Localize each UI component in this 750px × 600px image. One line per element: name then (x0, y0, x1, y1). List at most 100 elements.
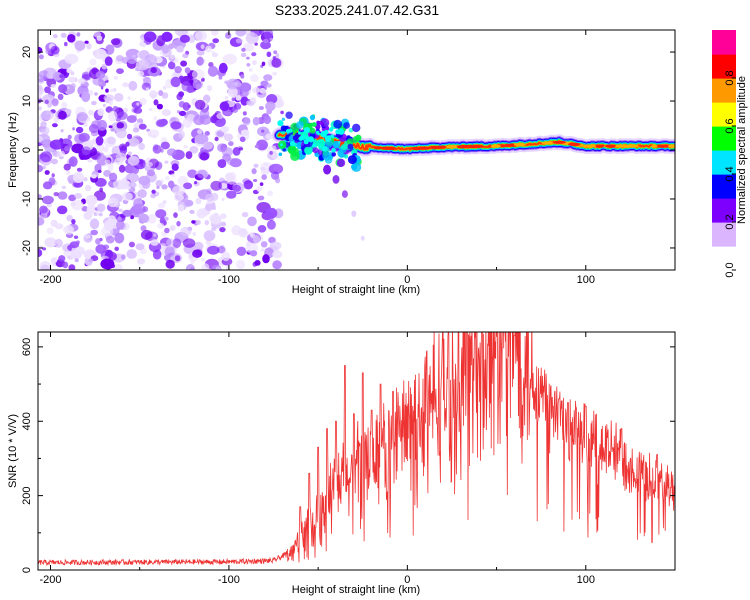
noise-blob (138, 213, 149, 223)
noise-blob (116, 68, 124, 74)
noise-blob (249, 250, 258, 257)
spectrogram-x-tick-label: 0 (404, 274, 410, 286)
colorbar-segment (712, 150, 736, 175)
signal-hotspot (668, 144, 675, 148)
noise-blob (69, 241, 80, 249)
noise-blob (187, 169, 198, 178)
spectrogram-content (38, 30, 675, 270)
noise-blob (260, 248, 265, 252)
noise-blob (73, 172, 84, 183)
noise-blob (178, 91, 185, 97)
snr-x-axis-label: Height of straight line (km) (292, 584, 420, 596)
colorbar-tick-label: 0.8 (724, 70, 736, 85)
noise-blob (246, 56, 250, 60)
noise-blob (180, 226, 192, 237)
noise-blob (265, 133, 274, 140)
noise-blob (113, 263, 123, 270)
noise-blob (81, 146, 91, 156)
noise-blob (103, 244, 110, 250)
noise-blob (83, 250, 90, 256)
noise-blob (100, 86, 104, 90)
noise-blob (241, 212, 249, 218)
noise-blob (40, 264, 50, 270)
noise-blob (57, 93, 64, 101)
noise-blob (263, 30, 274, 40)
colorbar-segment (712, 126, 736, 151)
signal-highlight (277, 120, 284, 127)
noise-blob (183, 145, 188, 149)
noise-blob (217, 246, 226, 254)
noise-blob (204, 220, 210, 226)
noise-blob (104, 159, 111, 165)
noise-blob (248, 68, 253, 72)
noise-blob (241, 47, 246, 52)
noise-blob (161, 184, 168, 190)
signal-blob (348, 127, 354, 133)
noise-blob (38, 54, 44, 60)
noise-blob (216, 112, 224, 120)
noise-blob (260, 241, 268, 248)
noise-blob (234, 103, 242, 110)
snr-frame (37, 331, 676, 571)
noise-blob (42, 181, 53, 190)
noise-blob (88, 124, 99, 134)
noise-blob (52, 71, 63, 81)
noise-blob (262, 254, 270, 264)
noise-blob (161, 31, 173, 42)
noise-blob (63, 163, 71, 171)
signal-hotspot (569, 142, 577, 146)
noise-blob (95, 238, 101, 245)
signal-blob (311, 122, 317, 128)
colorbar-segment (712, 102, 736, 127)
noise-blob (148, 107, 153, 112)
noise-blob (261, 129, 265, 133)
noise-blob (147, 129, 160, 138)
noise-blob (225, 172, 235, 182)
signal-blob (285, 111, 293, 119)
noise-blob (180, 60, 188, 67)
noise-blob (115, 220, 125, 230)
noise-blob (259, 30, 264, 35)
noise-blob (68, 156, 78, 167)
noise-blob (68, 264, 76, 270)
noise-blob (203, 230, 216, 242)
noise-blob (219, 101, 230, 112)
noise-blob (205, 203, 213, 212)
noise-blob (38, 93, 42, 100)
noise-blob (132, 54, 136, 58)
noise-blob (66, 86, 70, 90)
noise-blob (94, 177, 107, 187)
noise-blob (83, 122, 88, 127)
noise-blob (207, 85, 213, 92)
noise-blob (191, 69, 205, 80)
noise-blob (263, 74, 273, 81)
noise-blob (44, 237, 57, 248)
noise-blob (235, 38, 243, 44)
noise-blob (76, 32, 81, 37)
signal-blob (281, 117, 286, 122)
colorbar-segment (712, 198, 736, 223)
noise-blob (220, 183, 228, 189)
noise-blob (53, 116, 59, 123)
noise-blob (156, 103, 163, 110)
noise-blob (225, 32, 232, 39)
noise-blob (224, 133, 233, 142)
noise-blob (184, 67, 191, 74)
signal-highlight (300, 134, 305, 140)
noise-blob (218, 62, 228, 74)
noise-blob (104, 56, 113, 66)
noise-blob (71, 219, 76, 225)
signal-blob (320, 118, 330, 128)
signal-hotspot (625, 144, 639, 148)
noise-blob (161, 44, 170, 54)
colorbar-tick-label: 0.0 (724, 262, 736, 277)
noise-blob (202, 141, 213, 150)
noise-blob (95, 136, 104, 146)
noise-blob (114, 157, 124, 165)
noise-blob (135, 59, 150, 71)
noise-blob (84, 40, 89, 44)
signal-blob (316, 138, 326, 148)
noise-blob (224, 80, 228, 84)
signal-blob (352, 136, 360, 143)
